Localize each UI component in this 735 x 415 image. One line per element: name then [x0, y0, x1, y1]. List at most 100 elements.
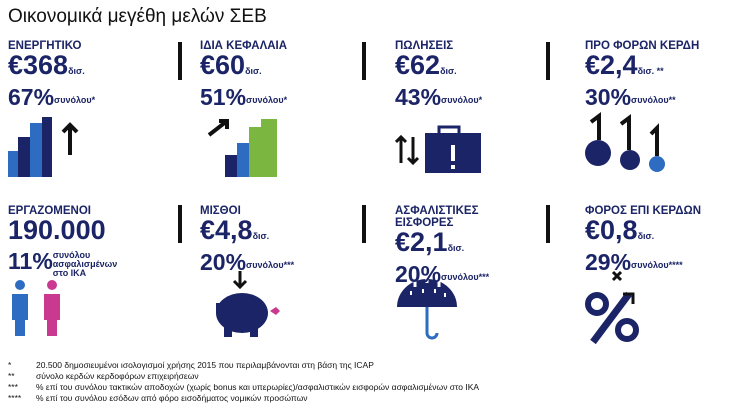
tile-label: ΕΝΕΡΓΗΤΙΚΟ — [8, 40, 178, 52]
tile-label: ΠΩΛΗΣΕΙΣ — [395, 40, 565, 52]
footnotes: * 20.500 δημοσιευμένοι ισολογισμοί χρήσης… — [8, 360, 479, 404]
note-line: συνόλου*** — [441, 272, 490, 283]
share: 29% — [585, 249, 632, 275]
stat-tile: ΦΟΡΟΣ ΕΠΙ ΚΕΡΔΩΝ €0,8δισ. 29% συνόλου**** — [585, 205, 735, 279]
tile-label: ΜΙΣΘΟΙ — [200, 205, 370, 217]
title: Οικονομικά μεγέθη μελών ΣΕΒ — [8, 6, 267, 27]
tile-label: ΑΣΦΑΛΙΣΤΙΚΕΣ ΕΙΣΦΟΡΕΣ — [395, 205, 565, 229]
footnote-marker: **** — [8, 393, 22, 403]
amount: €60 — [200, 50, 246, 80]
separator — [546, 205, 550, 243]
amount-row: €60δισ. — [200, 52, 370, 84]
people-icon — [12, 280, 60, 336]
footnote-text: 20.500 δημοσιευμένοι ισολογισμοί χρήσης … — [36, 360, 374, 370]
share-row: 30% συνόλου** — [585, 84, 735, 114]
share-row: 11% συνόλου ασφαλισμένων στο ΙΚΑ — [8, 248, 178, 278]
unit: δισ. — [245, 66, 262, 76]
share-note: συνόλου** — [631, 96, 676, 105]
amount: €4,8 — [200, 215, 253, 245]
label-line: ΕΝΕΡΓΗΤΙΚΟ — [8, 40, 82, 52]
unit: δισ. — [252, 231, 270, 241]
label-line: ΦΟΡΟΣ ΕΠΙ ΚΕΡΔΩΝ — [585, 205, 702, 217]
label-line: ΙΔΙΑ ΚΕΦΑΛΑΙΑ — [200, 40, 288, 52]
amount: €368 — [8, 50, 69, 80]
note-line: συνόλου**** — [631, 260, 683, 271]
footnote-marker: *** — [8, 382, 18, 392]
share-row: 43% συνόλου* — [395, 84, 565, 114]
amount: €2,1 — [395, 227, 448, 257]
label-line: ΑΣΦΑΛΙΣΤΙΚΕΣ — [395, 205, 479, 217]
share-note: συνόλου*** — [441, 273, 489, 282]
amount: €62 — [395, 50, 441, 80]
profits-icon — [585, 112, 665, 172]
separator — [546, 42, 550, 80]
note-line: συνόλου*** — [246, 260, 295, 271]
stat-tile: ΜΙΣΘΟΙ €4,8δισ. 20% συνόλου*** — [200, 205, 370, 279]
stat-tile: ΙΔΙΑ ΚΕΦΑΛΑΙΑ €60δισ. 51% συνόλου* — [200, 40, 370, 114]
share: 43% — [395, 84, 442, 110]
unit: δισ. ** — [637, 66, 664, 76]
label-line: ΠΡΟ ΦΟΡΩΝ ΚΕΡΔΗ — [585, 40, 700, 52]
stat-tile: ΕΡΓΑΖΟΜΕΝΟΙ 190.000 11% συνόλου ασφαλισμένων… — [8, 205, 178, 278]
amount: €2,4 — [585, 50, 638, 80]
share: 67% — [8, 84, 55, 110]
note-line: συνόλου* — [54, 95, 96, 106]
piggy-icon — [216, 271, 280, 337]
share-note: συνόλου* — [246, 96, 287, 105]
note-line: συνόλου* — [246, 95, 288, 106]
amount-row: €2,4δισ. ** — [585, 52, 735, 84]
amount-row: €62δισ. — [395, 52, 565, 84]
amount-row: €0,8δισ. — [585, 217, 735, 249]
bars-icon — [8, 117, 79, 177]
tile-label: ΕΡΓΑΖΟΜΕΝΟΙ — [8, 205, 178, 217]
equity-icon — [207, 119, 277, 177]
amount: €0,8 — [585, 215, 638, 245]
note-line: στο ΙΚΑ — [52, 268, 87, 279]
label-line: ΕΡΓΑΖΟΜΕΝΟΙ — [8, 205, 91, 217]
footnote-text: % επί του συνόλου εσόδων από φόρο εισοδή… — [36, 393, 308, 403]
footnote-text: σύνολο κερδών κερδοφόρων επιχειρήσεων — [36, 371, 199, 381]
footnote: * 20.500 δημοσιευμένοι ισολογισμοί χρήσης… — [8, 360, 479, 371]
share-row: 67% συνόλου* — [8, 84, 178, 114]
note-line: ασφαλισμένων — [52, 259, 118, 270]
tile-label: ΦΟΡΟΣ ΕΠΙ ΚΕΡΔΩΝ — [585, 205, 735, 217]
label-line: ΕΙΣΦΟΡΕΣ — [395, 217, 454, 229]
amount-row: 190.000 — [8, 217, 178, 248]
note-line: συνόλου — [52, 250, 91, 261]
share: 51% — [200, 84, 247, 110]
share: 20% — [200, 249, 247, 275]
separator — [178, 42, 182, 80]
unit: δισ. — [447, 243, 465, 253]
stat-tile: ΠΡΟ ΦΟΡΩΝ ΚΕΡΔΗ €2,4δισ. ** 30% συνόλου** — [585, 40, 735, 114]
label-line: ΠΩΛΗΣΕΙΣ — [395, 40, 454, 52]
unit: δισ. — [440, 66, 457, 76]
umbrella-icon — [397, 277, 457, 340]
share: 11% — [8, 248, 53, 274]
share-note: συνόλου**** — [631, 261, 683, 270]
share: 20% — [395, 261, 442, 287]
note-line: συνόλου* — [441, 95, 483, 106]
amount-row: €2,1δισ. — [395, 229, 565, 261]
stat-tile: ΕΝΕΡΓΗΤΙΚΟ €368δισ. 67% συνόλου* — [8, 40, 178, 114]
sales-icon — [395, 125, 481, 173]
amount-row: €368δισ. — [8, 52, 178, 84]
share-note: συνόλου* — [54, 96, 95, 105]
share-row: 29% συνόλου**** — [585, 249, 735, 279]
label-line: ΜΙΣΘΟΙ — [200, 205, 241, 217]
share-row: 51% συνόλου* — [200, 84, 370, 114]
percent-icon — [585, 270, 639, 345]
share-row: 20% συνόλου*** — [395, 261, 565, 291]
footnote-marker: * — [8, 360, 12, 370]
separator — [362, 205, 366, 243]
unit: δισ. — [68, 66, 85, 76]
separator — [178, 205, 182, 243]
share-note: συνόλου* — [441, 96, 482, 105]
tile-label: ΠΡΟ ΦΟΡΩΝ ΚΕΡΔΗ — [585, 40, 735, 52]
unit: δισ. — [637, 231, 655, 241]
tile-label: ΙΔΙΑ ΚΕΦΑΛΑΙΑ — [200, 40, 370, 52]
amount-row: €4,8δισ. — [200, 217, 370, 249]
note-line: συνόλου** — [631, 95, 676, 106]
footnote: **** % επί του συνόλου εσόδων από φόρο ει… — [8, 393, 479, 404]
footnote-text: % επί του συνόλου τακτικών αποδοχών (χωρ… — [36, 382, 480, 392]
